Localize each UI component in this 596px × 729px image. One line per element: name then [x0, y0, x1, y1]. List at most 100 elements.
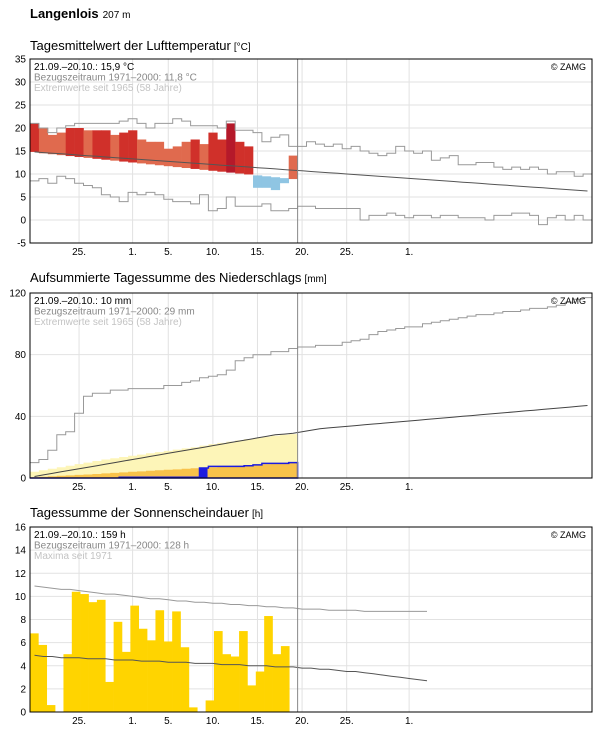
- y-tick-label: 25: [15, 101, 27, 112]
- info-line-1: 21.09.–20.10.: 159 h: [34, 530, 126, 541]
- sunshine-bar: [239, 631, 248, 712]
- y-tick-label: 120: [9, 289, 26, 300]
- sunshine-bar: [105, 681, 114, 712]
- info-line-2: Bezugszeitraum 1971–2000: 128 h: [34, 541, 189, 552]
- x-tick-label: 10.: [206, 247, 220, 258]
- source-label: © ZAMG: [551, 62, 586, 72]
- temperature-bar: [47, 134, 58, 155]
- sunshine-bar: [80, 594, 89, 712]
- temperature-bar: [92, 130, 102, 159]
- x-tick-label: 5.: [164, 247, 172, 258]
- y-tick-label: 5: [20, 193, 26, 204]
- precip-record-max-line: [30, 297, 592, 464]
- temperature-bar: [199, 144, 209, 170]
- temperature-bar: [270, 177, 281, 191]
- y-tick-label: 16: [15, 523, 27, 534]
- x-tick-label: 20.: [295, 716, 309, 727]
- sunshine-bar: [213, 631, 223, 712]
- plot-frame: [29, 526, 593, 713]
- x-tick-label: 15.: [251, 482, 265, 493]
- source-label: © ZAMG: [551, 530, 586, 540]
- sunshine-bar: [63, 654, 73, 712]
- precipitation-unit: [mm]: [304, 274, 327, 285]
- temperature-bar: [235, 141, 245, 174]
- precipitation-chart-title: Aufsummierte Tagessumme des Niederschlag…: [30, 270, 327, 285]
- temperature-bar: [208, 132, 218, 171]
- x-tick-label: 25.: [340, 247, 354, 258]
- y-tick-label: 0: [20, 474, 26, 485]
- x-tick-label: 1.: [128, 716, 136, 727]
- sunshine-bar: [272, 654, 282, 712]
- y-tick-label: -5: [17, 239, 26, 250]
- sunshine-bar: [138, 628, 148, 712]
- temperature-bar: [119, 132, 129, 162]
- sunshine-bar: [280, 646, 290, 712]
- temperature-unit: [°C]: [233, 42, 251, 53]
- sunshine-bar: [46, 705, 56, 712]
- info-line-2: Bezugszeitraum 1971–2000: 11,8 °C: [34, 73, 197, 84]
- record-max-line: [30, 118, 592, 177]
- sunshine-bar: [230, 656, 240, 712]
- temperature-bar: [145, 141, 156, 165]
- temperature-bar: [38, 128, 49, 154]
- sunshine-bar: [163, 641, 173, 712]
- x-tick-label: 1.: [128, 247, 136, 258]
- x-tick-label: 5.: [164, 716, 172, 727]
- sunshine-bar: [205, 700, 215, 712]
- x-tick-label: 20.: [295, 247, 309, 258]
- temperature-bar: [56, 132, 66, 156]
- source-label: © ZAMG: [551, 296, 586, 306]
- temperature-bar: [74, 128, 84, 157]
- sunshine-unit: [h]: [251, 509, 264, 520]
- precip-jump-bar: [199, 467, 208, 478]
- temperature-bar: [288, 155, 298, 180]
- sunshine-bar: [172, 611, 181, 712]
- temperature-bar: [128, 130, 138, 163]
- temperature-bar: [217, 139, 227, 172]
- y-tick-label: 15: [15, 147, 27, 158]
- temperature-title-text: Tagesmittelwert der Lufttemperatur: [30, 38, 231, 53]
- sunshine-bar: [71, 591, 81, 712]
- y-tick-label: 10: [15, 592, 27, 603]
- station-name: Langenlois: [30, 6, 99, 21]
- precipitation-title-text: Aufsummierte Tagessumme des Niederschlag…: [30, 270, 302, 285]
- sunshine-bar: [255, 671, 265, 712]
- temperature-bar: [244, 146, 254, 175]
- temperature-bar: [30, 123, 40, 152]
- x-tick-label: 15.: [251, 716, 265, 727]
- plot-frame: [29, 58, 593, 244]
- sunshine-bar: [264, 616, 273, 712]
- x-tick-label: 1.: [405, 482, 413, 493]
- temperature-bar: [172, 146, 182, 168]
- y-tick-label: 30: [15, 78, 27, 89]
- x-tick-label: 10.: [206, 716, 220, 727]
- x-tick-label: 1.: [405, 247, 413, 258]
- sunshine-title-text: Tagessumme der Sonnenscheindauer: [30, 505, 249, 520]
- x-tick-label: 25.: [340, 482, 354, 493]
- y-tick-label: 14: [15, 546, 27, 557]
- y-tick-label: 35: [15, 55, 27, 66]
- y-tick-label: 40: [15, 412, 27, 423]
- station-elevation: 207 m: [102, 10, 131, 21]
- temperature-bar: [137, 139, 147, 164]
- sunshine-bar: [247, 685, 257, 712]
- station-header: Langenlois 207 m: [30, 6, 130, 21]
- y-tick-label: 6: [20, 638, 26, 649]
- y-tick-label: 0: [20, 216, 26, 227]
- x-tick-label: 15.: [251, 247, 265, 258]
- temperature-bar: [190, 139, 200, 169]
- temperature-bar: [83, 130, 93, 158]
- y-tick-label: 8: [20, 615, 26, 626]
- temperature-bar: [279, 178, 289, 184]
- sunshine-bar: [113, 621, 123, 712]
- record-min-line: [30, 175, 592, 226]
- temperature-bar: [253, 175, 263, 188]
- x-tick-label: 1.: [128, 482, 136, 493]
- sunshine-bar: [222, 654, 232, 712]
- temperature-bar: [154, 141, 165, 166]
- precip-normal-line: [34, 405, 588, 477]
- sunshine-max-line: [34, 585, 427, 612]
- y-tick-label: 10: [15, 170, 27, 181]
- temperature-bar: [226, 123, 236, 173]
